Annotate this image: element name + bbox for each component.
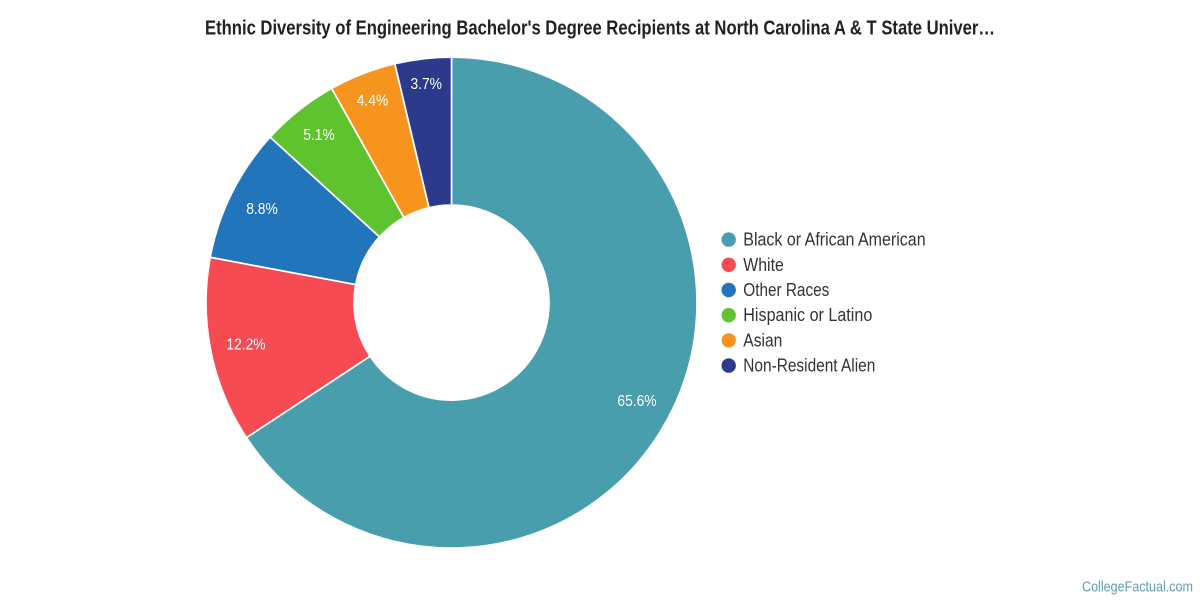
svg-text:65.6%: 65.6% bbox=[617, 393, 656, 410]
svg-text:Black or African American: Black or African American bbox=[743, 230, 925, 250]
svg-text:Non-Resident Alien: Non-Resident Alien bbox=[743, 356, 875, 376]
svg-text:5.1%: 5.1% bbox=[303, 127, 335, 144]
svg-text:Other Races: Other Races bbox=[743, 280, 829, 300]
svg-text:4.4%: 4.4% bbox=[357, 93, 389, 110]
svg-text:8.8%: 8.8% bbox=[246, 201, 278, 218]
svg-text:Ethnic Diversity of Engineerin: Ethnic Diversity of Engineering Bachelor… bbox=[205, 18, 995, 40]
svg-text:3.7%: 3.7% bbox=[410, 76, 442, 93]
svg-text:12.2%: 12.2% bbox=[226, 337, 265, 354]
svg-text:CollegeFactual.com: CollegeFactual.com bbox=[1082, 579, 1193, 596]
svg-text:Hispanic or Latino: Hispanic or Latino bbox=[743, 305, 872, 325]
svg-text:Asian: Asian bbox=[743, 330, 782, 350]
svg-text:White: White bbox=[743, 255, 784, 275]
